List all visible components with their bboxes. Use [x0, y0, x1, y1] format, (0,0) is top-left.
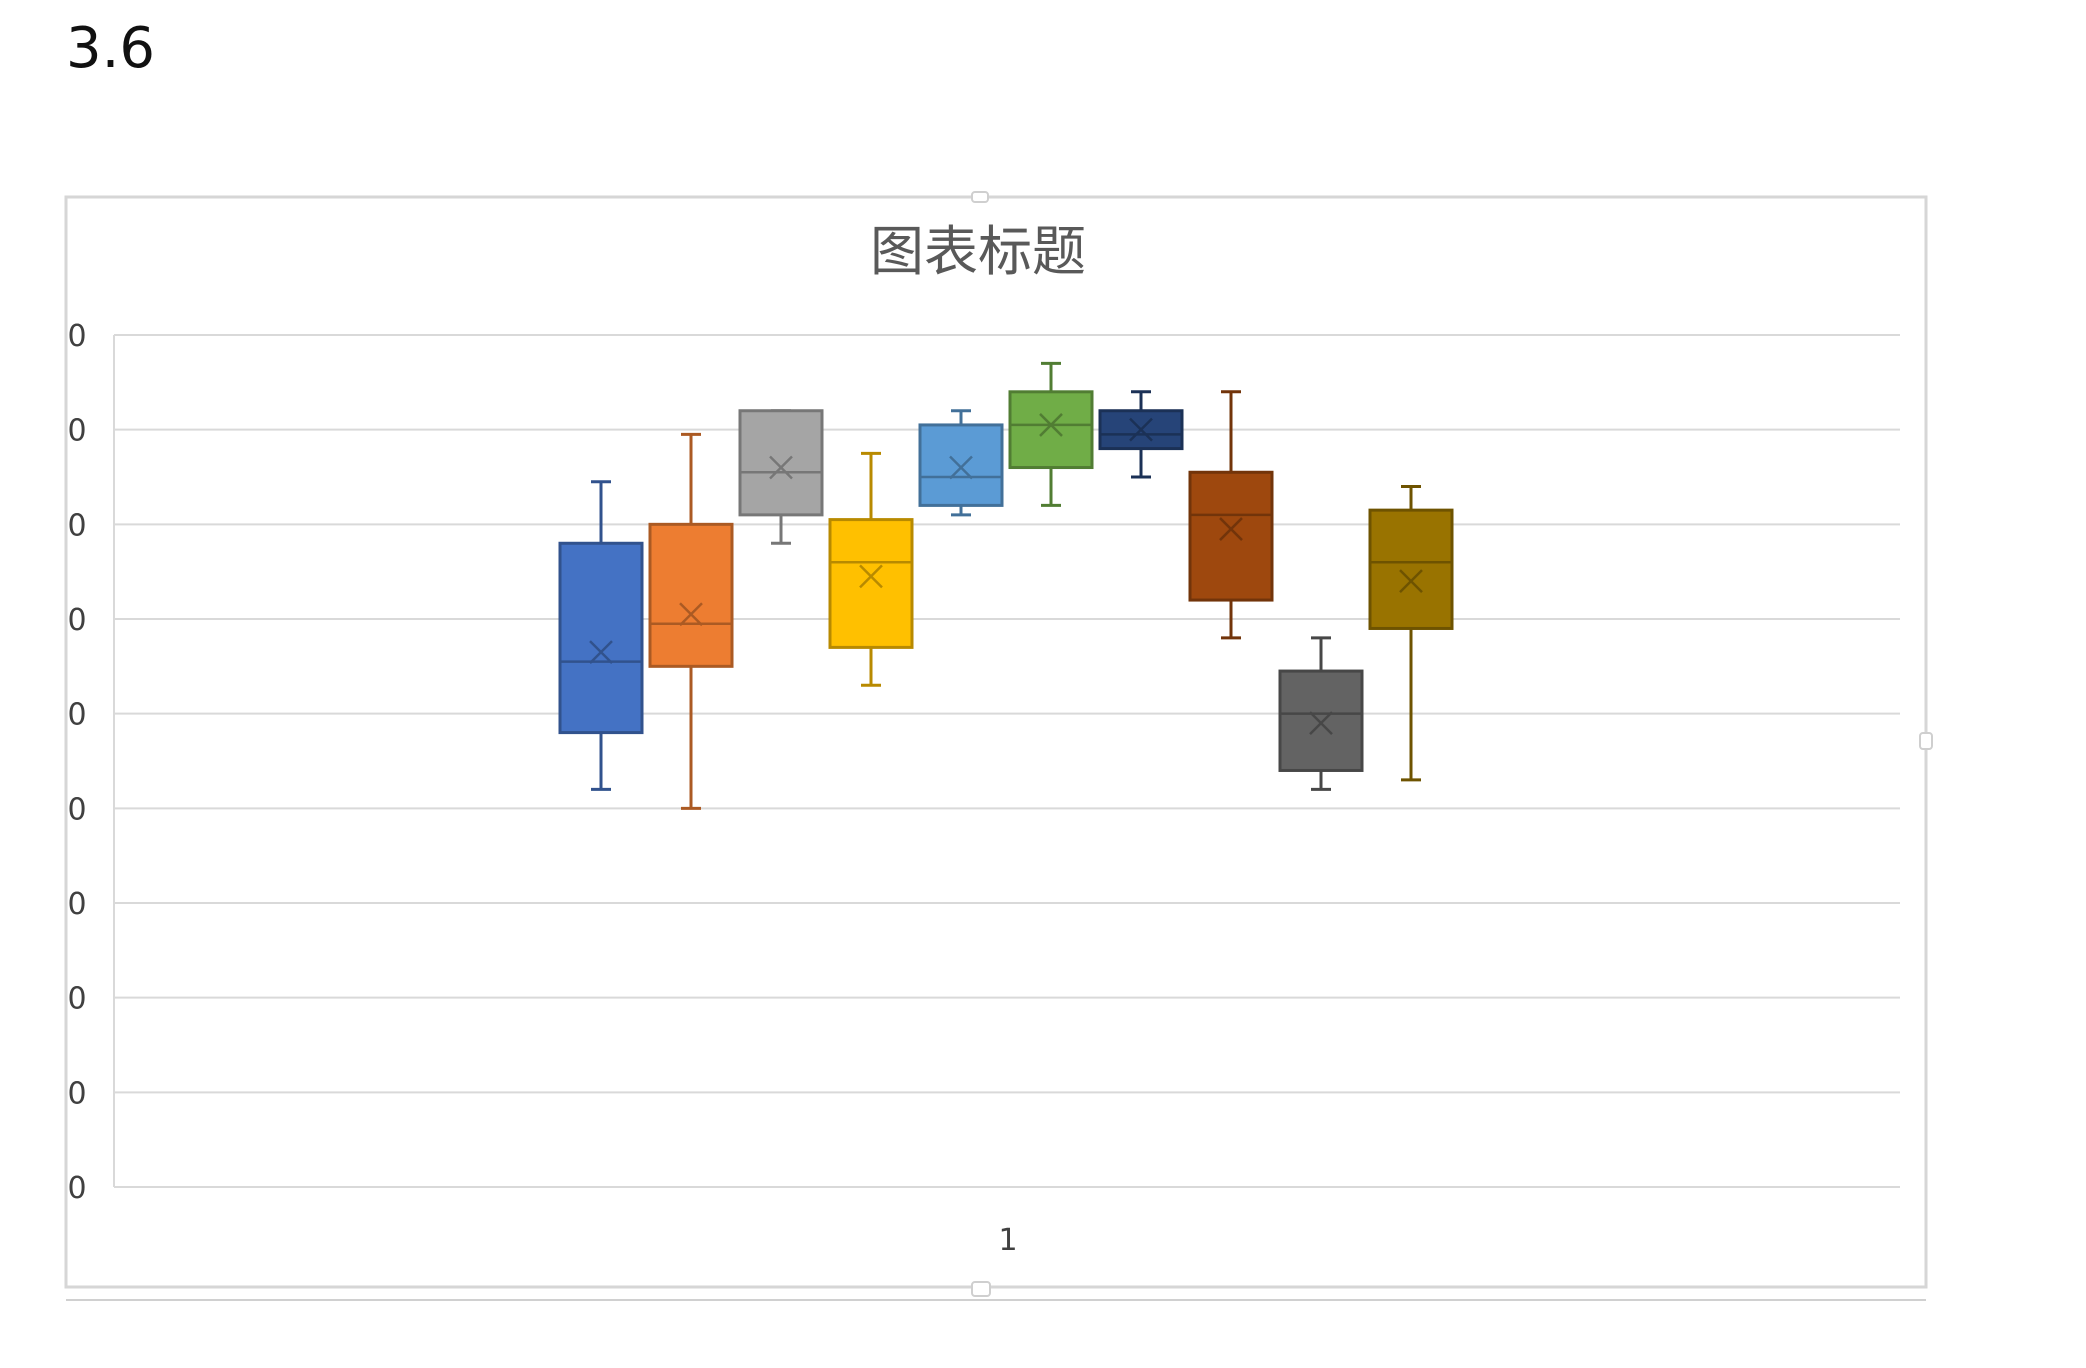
y-axis-tick-label: 0 — [67, 698, 86, 733]
mean-marker — [1219, 517, 1243, 541]
interquartile-box[interactable] — [918, 423, 1004, 507]
mean-marker — [1129, 417, 1153, 442]
box-series[interactable] — [1098, 390, 1184, 479]
interquartile-box[interactable] — [648, 522, 734, 668]
y-axis-tick-label: 0 — [67, 508, 86, 543]
y-axis-tick-labels: 0 0 0 0 0 0 0 0 0 0 — [67, 319, 86, 1206]
x-axis-category-label: 1 — [998, 1223, 1017, 1258]
mean-marker — [1309, 711, 1333, 736]
y-axis-tick-label: 0 — [67, 887, 86, 922]
box-series[interactable] — [918, 409, 1004, 517]
interquartile-box[interactable] — [1278, 669, 1364, 772]
y-axis-tick-label: 0 — [67, 414, 86, 449]
box-series[interactable] — [738, 409, 824, 545]
interquartile-box[interactable] — [1008, 390, 1094, 470]
mean-marker — [859, 564, 883, 589]
box-series[interactable] — [1188, 390, 1274, 640]
resize-handle-right[interactable] — [1919, 732, 1933, 750]
y-axis-tick-label: 0 — [67, 603, 86, 638]
box-series-group — [558, 361, 1454, 810]
mean-marker — [769, 455, 793, 480]
gridlines — [113, 334, 1900, 1188]
box-series[interactable] — [1278, 636, 1364, 791]
box-series[interactable] — [828, 451, 914, 687]
resize-handle-top[interactable] — [971, 191, 989, 203]
mean-marker — [1399, 569, 1423, 594]
chart-title[interactable]: 图表标题 — [870, 220, 1086, 283]
interquartile-box[interactable] — [738, 409, 824, 517]
interquartile-box[interactable] — [1368, 508, 1454, 630]
box-series[interactable] — [1008, 361, 1094, 507]
y-axis-tick-label: 0 — [67, 1171, 86, 1206]
y-axis-tick-label: 0 — [67, 1076, 86, 1111]
chart-area-frame[interactable] — [64, 195, 1928, 1289]
y-axis-tick-label: 0 — [67, 792, 86, 827]
resize-handle-bottom[interactable] — [971, 1281, 991, 1297]
mean-marker — [679, 602, 703, 627]
mean-marker — [589, 640, 613, 665]
box-series[interactable] — [558, 480, 644, 791]
interquartile-box[interactable] — [558, 541, 644, 735]
box-series[interactable] — [1368, 484, 1454, 782]
interquartile-box[interactable] — [1188, 470, 1274, 602]
mean-marker — [1039, 413, 1063, 437]
mean-marker — [949, 455, 973, 480]
interquartile-box[interactable] — [828, 518, 914, 649]
box-series[interactable] — [648, 432, 734, 810]
y-axis-tick-label: 0 — [67, 982, 86, 1017]
section-number: 3.6 — [66, 16, 156, 81]
y-axis-tick-label: 0 — [67, 319, 86, 354]
